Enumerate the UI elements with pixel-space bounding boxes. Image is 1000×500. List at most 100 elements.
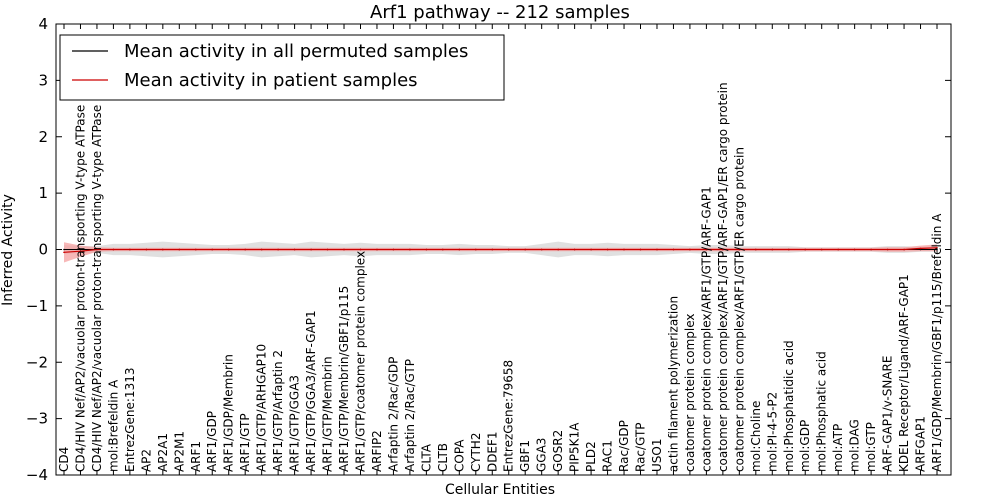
point-patient xyxy=(557,248,559,251)
x-tick-label: ARF1/GTP/ARHGAP10 xyxy=(255,344,269,472)
legend-label-permuted: Mean activity in all permuted samples xyxy=(124,41,468,62)
series-lines xyxy=(63,247,938,254)
point-patient xyxy=(738,248,741,251)
x-tick-label: Rac/GDP xyxy=(617,420,631,472)
x-tick-label: mol:Choline xyxy=(749,401,763,472)
x-tick-label: mol:Brefeldin A xyxy=(106,379,120,472)
x-tick-label: ARF-GAP1/v-SNARE xyxy=(881,356,895,472)
point-patient xyxy=(606,248,609,251)
point-patient xyxy=(672,248,675,251)
x-tick-label: Rac/GTP xyxy=(634,422,648,472)
point-patient xyxy=(788,248,790,251)
x-tick-label: CD4/HIV Nef/AP2/vacuolar proton-transpor… xyxy=(74,50,88,472)
x-tick-label: GGA3 xyxy=(535,438,549,472)
point-patient xyxy=(870,248,872,251)
point-patient xyxy=(277,248,279,251)
x-tick-label: ARF1/GTP/GGA3/ARF-GAP1 xyxy=(304,310,318,472)
x-tick-label: AP2 xyxy=(139,449,153,472)
x-tick-label: coatomer protein complex/ARF1/GTP/ARF-GA… xyxy=(716,82,730,472)
point-patient xyxy=(129,248,131,251)
point-patient xyxy=(112,248,115,251)
point-patient xyxy=(96,248,98,251)
x-tick-label: GOSR2 xyxy=(551,430,565,472)
x-tick-label: mol:Phosphatidic acid xyxy=(782,340,796,472)
point-patient xyxy=(804,248,806,251)
point-patient xyxy=(343,248,345,251)
point-patient xyxy=(903,248,905,251)
x-tick-label: CLTA xyxy=(419,443,433,472)
point-patient xyxy=(919,247,922,250)
point-permuted xyxy=(936,248,938,251)
x-tick-label: mol:Phosphatic acid xyxy=(815,351,829,472)
x-tick-label: ARF1/GTP/GGA3 xyxy=(288,375,302,472)
point-patient xyxy=(227,248,230,251)
x-tick-label: ARF1/GDP/Membrin xyxy=(222,354,236,472)
x-tick-label: mol:GTP xyxy=(864,422,878,472)
point-patient xyxy=(211,248,213,251)
point-patient xyxy=(260,248,263,251)
x-tick-label: KDEL Receptor/Ligand/ARF-GAP1 xyxy=(897,274,911,472)
x-tick-label: Arfaptin 2/Rac/GTP xyxy=(403,359,417,472)
point-patient xyxy=(442,248,444,251)
x-tick-label: coatomer protein complex/ARF1/GTP/ER car… xyxy=(732,147,746,472)
point-patient xyxy=(458,248,461,251)
x-tick-label: mol:GDP xyxy=(798,420,812,472)
point-patient xyxy=(886,248,889,251)
y-tick-label: 0 xyxy=(38,241,48,259)
point-patient xyxy=(837,248,839,251)
x-tick-label: CYTH2 xyxy=(469,433,483,473)
point-permuted xyxy=(63,248,65,251)
x-tick-label: USO1 xyxy=(650,439,664,472)
point-patient xyxy=(936,247,938,249)
x-tick-label: ARF1/GDP/Membrin/GBF1/p115/Brefeldin A xyxy=(930,213,944,472)
point-patient xyxy=(392,248,395,251)
y-tick-label: 4 xyxy=(38,15,48,33)
point-patient xyxy=(293,248,296,251)
point-patient xyxy=(689,248,691,251)
x-tick-label: ARF1/GDP xyxy=(205,411,219,472)
y-tick-label: −1 xyxy=(26,297,48,315)
chart-title: Arf1 pathway -- 212 samples xyxy=(370,2,630,23)
x-tick-label: EntrezGene:79658 xyxy=(502,360,516,472)
point-patient xyxy=(310,248,312,251)
x-tick-label: COPA xyxy=(452,439,466,472)
point-patient xyxy=(590,248,592,251)
legend-label-patient: Mean activity in patient samples xyxy=(124,70,418,91)
x-tick-label: ARFGAP1 xyxy=(914,416,928,472)
point-patient xyxy=(573,248,576,251)
x-tick-label: CD4/HIV Nef/AP2/vacuolar proton-transpor… xyxy=(90,50,104,472)
point-patient xyxy=(755,248,757,251)
point-patient xyxy=(507,248,510,251)
point-patient xyxy=(326,248,329,251)
x-tick-label: EntrezGene:1313 xyxy=(123,368,137,473)
x-axis-label: Cellular Entities xyxy=(445,482,555,498)
x-tick-label: ARF1/GTP/Membrin/GBF1/p115 xyxy=(337,286,351,472)
y-tick-label: −4 xyxy=(26,466,48,484)
point-patient xyxy=(63,251,65,254)
y-axis: −4 −3 −2 −1 0 1 2 3 4 xyxy=(26,15,951,484)
point-patient xyxy=(409,248,411,251)
x-tick-label: ARFIP2 xyxy=(370,430,384,472)
x-tick-label: ARF1 xyxy=(189,441,203,472)
x-tick-label: CD4 xyxy=(57,447,71,472)
point-patient xyxy=(820,248,823,251)
point-patient xyxy=(656,248,658,251)
x-tick-label: GBF1 xyxy=(518,440,532,472)
point-patient xyxy=(623,248,625,251)
x-axis: CD4 CD4/HIV Nef/AP2/vacuolar proton-trans… xyxy=(57,24,944,475)
x-tick-label: ARF1/GTP/coatomer protein complex xyxy=(354,251,368,472)
y-tick-label: 2 xyxy=(38,128,48,146)
point-patient xyxy=(491,248,494,251)
point-patient xyxy=(639,248,642,251)
y-tick-label: 3 xyxy=(38,71,48,89)
point-patient xyxy=(195,248,197,251)
point-patient xyxy=(162,248,164,251)
point-permuted xyxy=(79,248,82,251)
x-tick-label: RAC1 xyxy=(601,440,615,472)
y-axis-label: Inferred Activity xyxy=(0,194,16,306)
point-patient xyxy=(853,248,856,251)
x-tick-label: coatomer protein complex/ARF1/GTP/ARF-GA… xyxy=(699,186,713,472)
x-tick-label: mol:DAG xyxy=(848,419,862,472)
point-patient xyxy=(244,248,246,251)
